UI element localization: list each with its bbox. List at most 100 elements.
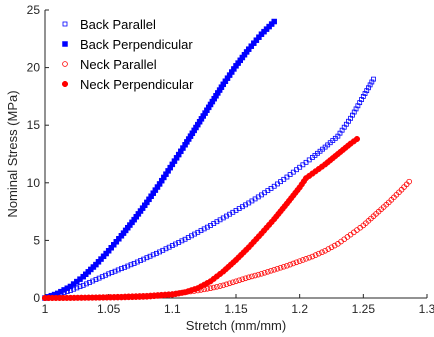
y-tick-label: 0 (33, 291, 40, 305)
data-point (315, 250, 322, 257)
data-point (220, 282, 227, 289)
data-point (294, 167, 299, 173)
x-tick-label: 1 (42, 302, 49, 316)
data-point (328, 244, 335, 251)
data-point (331, 242, 338, 249)
data-point (115, 267, 121, 273)
y-axis-label: Nominal Stress (MPa) (5, 90, 20, 217)
legend-item: Back Parallel (62, 17, 156, 32)
data-point (214, 283, 220, 290)
data-point (303, 159, 309, 165)
series-0 (42, 76, 376, 301)
data-point (233, 278, 239, 285)
x-tick-label: 1.2 (291, 302, 308, 316)
data-point (287, 261, 293, 268)
y-tick-label: 15 (27, 118, 41, 132)
data-point (268, 267, 274, 274)
legend-marker (61, 80, 69, 88)
data-point (271, 266, 278, 273)
data-point (319, 249, 325, 256)
data-point (353, 135, 361, 143)
legend-marker (62, 41, 68, 47)
data-point (300, 162, 306, 168)
legend-label: Back Parallel (80, 17, 156, 32)
data-point (371, 76, 376, 82)
data-point (230, 279, 236, 286)
data-point (207, 285, 214, 292)
data-point (265, 268, 271, 275)
legend-label: Neck Parallel (80, 57, 157, 72)
data-point (157, 249, 163, 255)
data-point (103, 272, 108, 278)
data-point (144, 255, 150, 261)
y-tick-label: 25 (27, 3, 41, 17)
data-point (290, 169, 296, 175)
data-point (169, 243, 175, 248)
data-point (179, 238, 185, 244)
data-point (258, 271, 265, 277)
data-marks (41, 18, 412, 302)
data-point (274, 265, 281, 272)
data-point (284, 174, 290, 180)
data-point (122, 264, 127, 270)
data-point (226, 280, 233, 287)
data-point (99, 274, 105, 280)
legend: Back Parallel Back Perpendicular Neck Para… (61, 17, 194, 92)
data-point (236, 277, 242, 284)
data-point (80, 282, 86, 288)
data-point (325, 246, 332, 252)
data-point (280, 263, 287, 270)
data-point (287, 172, 293, 177)
legend-marker (62, 61, 68, 67)
data-point (306, 254, 313, 261)
legend-label: Back Perpendicular (80, 37, 193, 52)
x-tick-label: 1.25 (352, 302, 376, 316)
y-tick-label: 10 (27, 176, 41, 190)
data-point (131, 261, 137, 266)
data-point (309, 253, 316, 260)
data-point (77, 284, 83, 290)
data-point (293, 259, 300, 266)
data-point (109, 270, 115, 275)
data-point (166, 244, 172, 250)
data-point (296, 258, 303, 264)
data-point (277, 264, 284, 271)
data-point (252, 272, 258, 279)
data-point (242, 275, 249, 282)
x-tick-label: 1.3 (419, 302, 434, 316)
data-point (217, 283, 223, 289)
legend-item: Back Perpendicular (62, 37, 193, 52)
data-point (322, 247, 328, 254)
data-point (96, 275, 102, 281)
data-point (303, 256, 309, 262)
data-point (74, 285, 80, 291)
x-tick-label: 1.15 (224, 302, 248, 316)
data-point (83, 281, 89, 287)
y-tick-label: 5 (33, 233, 40, 247)
data-point (119, 266, 124, 272)
data-point (150, 252, 156, 258)
data-point (176, 240, 182, 245)
data-point (306, 157, 312, 163)
data-point (93, 277, 99, 282)
x-tick-label: 1.05 (97, 302, 121, 316)
data-point (112, 268, 118, 274)
data-point (255, 271, 262, 278)
legend-label: Neck Perpendicular (80, 77, 194, 92)
data-point (204, 285, 211, 292)
data-point (138, 258, 143, 263)
data-point (284, 262, 290, 269)
legend-item: Neck Perpendicular (61, 77, 194, 92)
data-point (245, 274, 252, 281)
legend-item: Neck Parallel (62, 57, 157, 72)
data-point (154, 250, 159, 256)
data-point (106, 271, 112, 277)
data-point (134, 259, 140, 265)
data-point (239, 276, 246, 283)
x-axis-label: Stretch (mm/mm) (186, 318, 286, 333)
x-tick-label: 1.1 (164, 302, 181, 316)
data-point (210, 284, 217, 291)
series-1 (42, 18, 277, 301)
